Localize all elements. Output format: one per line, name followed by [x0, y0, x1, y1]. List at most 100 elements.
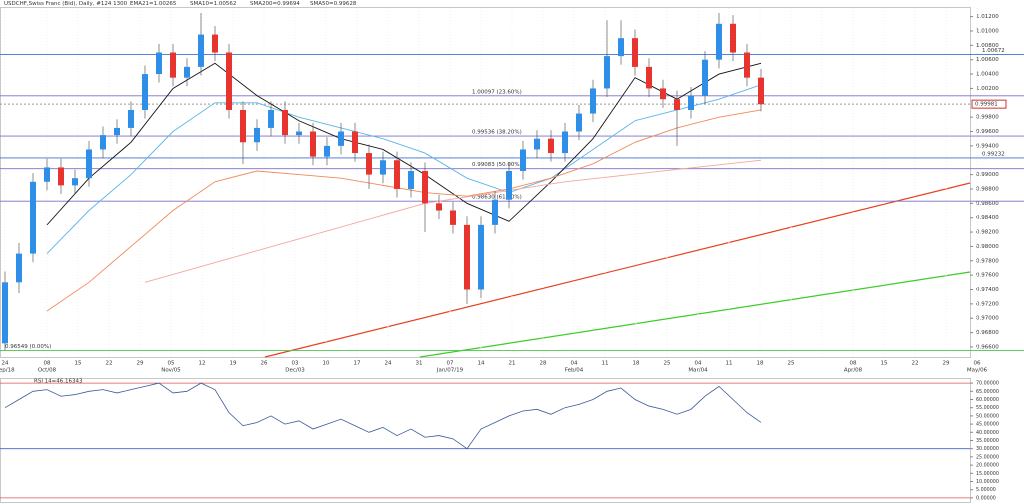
ma-line: [46, 109, 762, 312]
y-tick-label: 0.00000: [976, 495, 996, 501]
y-tick-label: 5.00000: [976, 487, 996, 493]
y-tick-label: 0.97600: [976, 273, 999, 279]
x-tick-label: 04: [695, 361, 702, 367]
candle-body: [58, 167, 64, 186]
candle-body: [450, 210, 456, 225]
candle-body: [394, 160, 400, 189]
legend-entry: SMA10=1.00562: [190, 1, 236, 7]
current-price-label: 0.99981: [975, 102, 998, 108]
legend-entry: SMA50=0.99628: [310, 1, 357, 7]
candle-body: [660, 88, 666, 100]
x-tick-label: 24: [2, 361, 9, 367]
candle-body: [296, 131, 302, 136]
x-tick-label: 11: [726, 361, 733, 367]
x-month-label: Sep/18: [0, 368, 15, 374]
candle-body: [338, 131, 344, 146]
trend-line: [419, 271, 971, 358]
chart-title: USDCHF,Swiss Franc (Bid), Daily, #124 13…: [4, 1, 128, 7]
candle-body: [254, 127, 260, 143]
x-tick-label: 05: [168, 361, 175, 367]
rsi-line: [4, 382, 762, 450]
y-tick-label: 0.96800: [976, 330, 999, 336]
legend: EMA21=1.00265 SMA10=1.00562 SMA200=0.99694…: [130, 1, 357, 7]
candle-body: [2, 282, 8, 344]
y-tick-label: 35.00000: [976, 438, 999, 444]
x-tick-label: 04: [571, 361, 578, 367]
ma-line: [46, 84, 762, 254]
x-tick-label: 03: [292, 361, 299, 367]
y-tick-label: 1.00400: [976, 72, 999, 78]
x-tick-label: 12: [199, 361, 206, 367]
candle-body: [702, 59, 708, 96]
candle-body: [282, 109, 288, 136]
level-label: 0.99083 (50.00%): [472, 162, 522, 168]
candle-body: [170, 52, 176, 78]
x-tick-label: 25: [664, 361, 671, 367]
candle-body: [464, 224, 470, 290]
y-tick-label: 25.00000: [976, 454, 999, 460]
x-tick-label: 24: [385, 361, 392, 367]
x-month-label: Jan/07/19: [436, 368, 464, 374]
candle-body: [72, 178, 78, 186]
x-tick-label: 29: [943, 361, 950, 367]
candle-body: [506, 171, 512, 200]
candle-body: [604, 56, 610, 89]
candle-body: [198, 34, 204, 67]
y-tick-label: 1.01200: [976, 14, 999, 20]
candle-body: [562, 131, 568, 154]
candle-body: [422, 171, 428, 204]
x-tick-label: 17: [354, 361, 361, 367]
x-month-label: Apr/08: [844, 368, 863, 374]
x-tick-label: 18: [633, 361, 640, 367]
ma-line: [46, 62, 762, 226]
candle-body: [44, 167, 50, 182]
candle-body: [576, 113, 582, 132]
x-tick-label: 08: [850, 361, 857, 367]
y-tick-label: 30.00000: [976, 446, 999, 452]
candle-body: [758, 77, 764, 105]
x-month-label: Mar/04: [688, 368, 708, 374]
x-tick-label: 19: [230, 361, 237, 367]
y-tick-label: 0.97200: [976, 301, 999, 307]
y-tick-label: 45.00000: [976, 422, 999, 428]
level-label: 0.96549 (0.00%): [5, 344, 51, 350]
y-tick-label: 0.99400: [976, 143, 999, 149]
y-tick-label: 1.00200: [976, 86, 999, 92]
price-panel: [0, 7, 971, 358]
candle-body: [520, 149, 526, 172]
y-tick-label: 0.99600: [976, 129, 999, 135]
candle-body: [142, 74, 148, 110]
y-tick-label: 1.01000: [976, 28, 999, 34]
x-tick-label: 15: [75, 361, 82, 367]
y-tick-label: 0.99000: [976, 172, 999, 178]
current-price-box: [971, 99, 1007, 109]
y-tick-label: 65.00000: [976, 389, 999, 395]
x-tick-label: 18: [757, 361, 764, 367]
candle-body: [16, 253, 22, 283]
y-tick-label: 70.00000: [976, 381, 999, 387]
candle-body: [268, 109, 274, 128]
x-tick-label: 10: [323, 361, 330, 367]
candle-body: [744, 52, 750, 78]
candle-body: [324, 145, 330, 157]
x-month-label: Nov/05: [161, 368, 181, 374]
level-label: 1.00672: [982, 48, 1005, 54]
candle-body: [128, 109, 134, 128]
candle-body: [674, 99, 680, 110]
x-tick-label: 29: [137, 361, 144, 367]
candle-body: [688, 95, 694, 110]
x-tick-label: 14: [478, 361, 485, 367]
y-tick-label: 40.00000: [976, 430, 999, 436]
x-tick-label: 22: [106, 361, 113, 367]
y-tick-label: 0.98800: [976, 186, 999, 192]
candle-body: [534, 138, 540, 150]
x-month-label: Feb/04: [565, 368, 584, 374]
x-tick-label: 21: [509, 361, 516, 367]
candle-body: [646, 66, 652, 89]
y-tick-label: 0.97000: [976, 316, 999, 322]
y-tick-label: 0.98600: [976, 201, 999, 207]
x-month-label: May/06: [967, 368, 988, 374]
legend-entry: SMA200=0.99694: [250, 1, 300, 7]
candle-body: [436, 203, 442, 211]
candle-body: [408, 171, 414, 189]
